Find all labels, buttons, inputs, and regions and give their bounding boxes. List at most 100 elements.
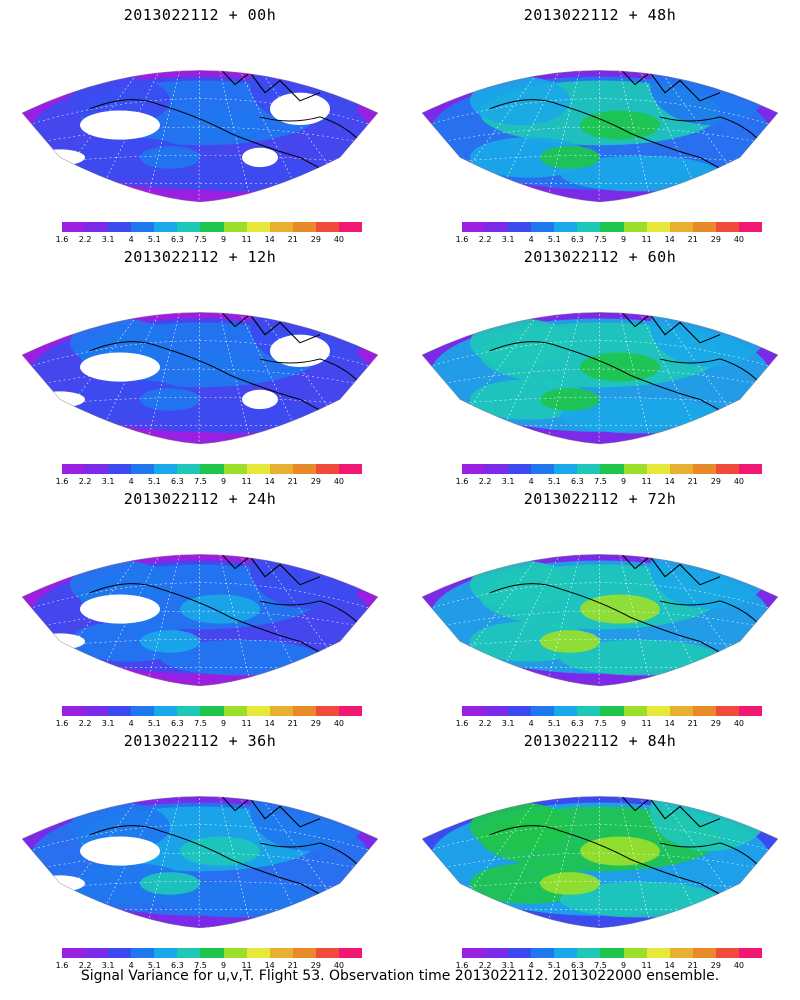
colorbar-tick-label: 7.5 — [194, 719, 207, 728]
colorbar-tick-label: 29 — [310, 719, 321, 728]
colorbar-swatch — [315, 706, 339, 716]
colorbar-tick-label: 11 — [641, 719, 652, 728]
colorbar-tick-label: 1.6 — [455, 477, 469, 486]
colorbar — [62, 706, 363, 716]
colorbar-tick-label: 14 — [264, 477, 275, 486]
colorbar-swatch — [692, 948, 716, 958]
colorbar-tick-label: 14 — [664, 235, 675, 244]
variance-map — [21, 70, 379, 203]
colorbar-tick-label: 6.3 — [171, 719, 184, 728]
colorbar-swatch — [315, 222, 339, 232]
colorbar-swatch — [223, 706, 247, 716]
colorbar-tick-label: 5.1 — [147, 477, 161, 486]
colorbar-swatch — [669, 222, 693, 232]
colorbar-swatch — [269, 222, 293, 232]
variance-map — [421, 312, 779, 445]
colorbar-swatch — [62, 948, 86, 958]
colorbar-tick-label: 11 — [241, 961, 252, 970]
colorbar-swatch — [269, 948, 293, 958]
colorbar-tick-label: 9 — [620, 477, 627, 486]
colorbar-swatch — [531, 706, 555, 716]
colorbar-tick-label: 7.5 — [594, 477, 607, 486]
colorbar-labels: 1.6 2.2 3.1 4 5.1 6.3 7.5 9 11 14 21 29 40 — [456, 235, 762, 245]
colorbar-tick-label: 4 — [528, 961, 534, 970]
colorbar-swatch — [462, 464, 486, 474]
colorbar — [62, 222, 363, 232]
colorbar-swatch — [154, 464, 178, 474]
colorbar-swatch — [485, 948, 509, 958]
colorbar-tick-label: 4 — [128, 961, 134, 970]
colorbar-swatch — [485, 706, 509, 716]
colorbar-tick-label: 6.3 — [171, 477, 184, 486]
colorbar-tick-label: 9 — [620, 235, 627, 244]
colorbar-tick-label: 3.1 — [501, 961, 515, 970]
colorbar-swatch — [531, 222, 555, 232]
variance-map — [421, 70, 779, 203]
colorbar-swatch — [177, 706, 201, 716]
colorbar-swatch — [600, 948, 624, 958]
colorbar-tick-label: 29 — [310, 235, 321, 244]
colorbar-tick-label: 21 — [687, 235, 698, 244]
colorbar-swatch — [508, 464, 532, 474]
colorbar-swatch — [600, 706, 624, 716]
variance-map — [21, 554, 379, 687]
colorbar — [62, 948, 363, 958]
colorbar-tick-label: 7.5 — [594, 235, 607, 244]
colorbar-swatch — [646, 706, 670, 716]
colorbar-swatch — [108, 706, 132, 716]
colorbar-swatch — [177, 464, 201, 474]
colorbar-tick-label: 3.1 — [101, 235, 115, 244]
colorbar-labels: 1.6 2.2 3.1 4 5.1 6.3 7.5 9 11 14 21 29 40 — [56, 477, 362, 487]
colorbar-tick-label: 4 — [528, 719, 534, 728]
colorbar-swatch — [154, 222, 178, 232]
colorbar-swatch — [692, 464, 716, 474]
colorbar-swatch — [623, 222, 647, 232]
colorbar-swatch — [669, 464, 693, 474]
colorbar-swatch — [554, 948, 578, 958]
colorbar-tick-label: 40 — [733, 477, 745, 486]
colorbar-swatch — [131, 948, 155, 958]
colorbar-swatch — [623, 948, 647, 958]
colorbar-tick-label: 6.3 — [571, 235, 584, 244]
colorbar-tick-label: 3.1 — [501, 719, 515, 728]
colorbar-swatch — [246, 464, 270, 474]
colorbar-tick-label: 3.1 — [501, 235, 515, 244]
colorbar-tick-label: 14 — [664, 719, 675, 728]
colorbar-swatch — [623, 706, 647, 716]
colorbar-tick-label: 29 — [710, 719, 721, 728]
colorbar-tick-label: 21 — [687, 719, 698, 728]
colorbar-tick-label: 21 — [287, 961, 298, 970]
colorbar-tick-label: 2.2 — [78, 235, 92, 244]
colorbar-tick-label: 5.1 — [547, 719, 561, 728]
colorbar-tick-label: 9 — [220, 719, 227, 728]
colorbar-tick-label: 9 — [220, 477, 227, 486]
colorbar-swatch — [554, 464, 578, 474]
colorbar-swatch — [508, 948, 532, 958]
panel-title: 2013022112 + 00h — [123, 6, 277, 24]
colorbar-swatch — [577, 706, 601, 716]
colorbar — [462, 464, 763, 474]
colorbar-swatch — [85, 706, 109, 716]
colorbar-swatch — [223, 222, 247, 232]
colorbar-tick-label: 14 — [264, 235, 275, 244]
colorbar-tick-label: 14 — [664, 961, 675, 970]
map-panel: 2013022112 + 72h 1.6 2.2 3.1 4 5.1 6.3 7.5 9 11 14… — [400, 484, 800, 729]
colorbar-tick-label: 5.1 — [147, 719, 161, 728]
variance-map — [421, 796, 779, 929]
colorbar-tick-label: 21 — [287, 477, 298, 486]
colorbar-tick-label: 2.2 — [78, 961, 92, 970]
colorbar-tick-label: 29 — [710, 235, 721, 244]
colorbar-swatch — [600, 464, 624, 474]
colorbar-tick-label: 2.2 — [78, 719, 92, 728]
colorbar-tick-label: 21 — [687, 477, 698, 486]
colorbar-tick-label: 1.6 — [55, 961, 69, 970]
colorbar-swatch — [554, 706, 578, 716]
variance-map — [421, 554, 779, 687]
colorbar-swatch — [223, 464, 247, 474]
colorbar-swatch — [154, 948, 178, 958]
colorbar-swatch — [508, 706, 532, 716]
colorbar-tick-label: 3.1 — [101, 961, 115, 970]
colorbar-tick-label: 40 — [733, 961, 745, 970]
map-panel: 2013022112 + 48h 1.6 2.2 3.1 4 5.1 6.3 7.5 9 11 14… — [400, 0, 800, 245]
colorbar-labels: 1.6 2.2 3.1 4 5.1 6.3 7.5 9 11 14 21 29 40 — [456, 961, 762, 971]
